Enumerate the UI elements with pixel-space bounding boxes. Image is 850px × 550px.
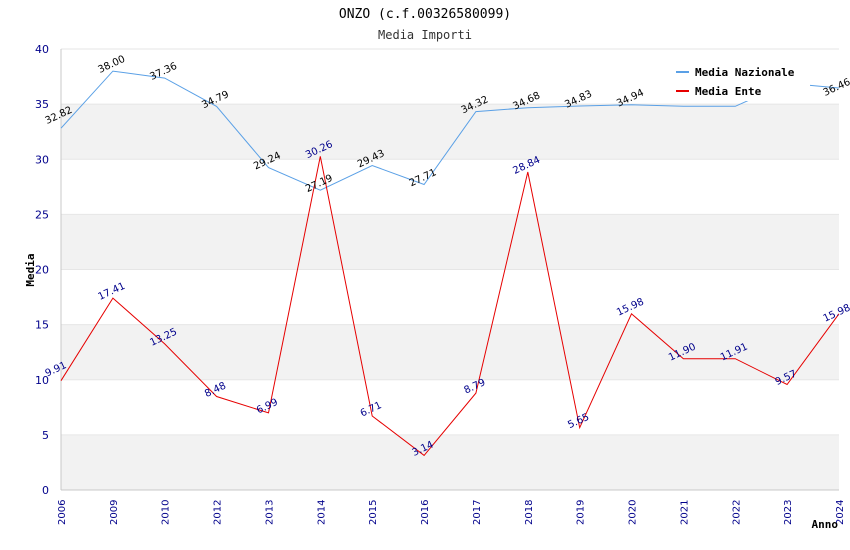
- chart-title: ONZO (c.f.00326580099): [339, 7, 511, 22]
- legend-box: [670, 59, 810, 101]
- x-tick-label: 2014: [316, 500, 327, 525]
- x-tick-label: 2024: [835, 500, 846, 525]
- data-label: 27.19: [304, 173, 335, 195]
- y-tick-label: 5: [42, 429, 49, 442]
- y-tick-label: 20: [35, 264, 49, 277]
- series-line-1: [60, 156, 840, 457]
- y-axis-label: Media: [24, 253, 37, 286]
- y-tick-label: 30: [35, 153, 49, 166]
- x-tick-label: 2006: [57, 500, 68, 525]
- axes: [60, 49, 839, 491]
- x-tick-label: 2017: [472, 500, 483, 525]
- legend-label-media-ente: Media Ente: [695, 85, 762, 98]
- x-tick-label: 2010: [161, 500, 172, 525]
- data-label: 15.98: [822, 303, 850, 325]
- x-tick-label: 2023: [783, 500, 794, 525]
- chart-subtitle: Media Importi: [378, 28, 472, 42]
- x-tick-label: 2019: [576, 500, 587, 525]
- y-tick-label: 10: [35, 374, 49, 387]
- data-label: 6.71: [359, 400, 384, 419]
- data-label: 5.65: [566, 412, 591, 431]
- data-label: 6.99: [255, 397, 280, 416]
- data-label: 36.46: [822, 77, 850, 99]
- x-tick-label: 2013: [264, 500, 275, 525]
- grid-band: [61, 214, 839, 270]
- grid-band: [61, 104, 839, 160]
- x-axis-label: Anno: [812, 518, 839, 531]
- y-tick-label: 15: [35, 319, 49, 332]
- data-label: 37.36: [148, 61, 179, 83]
- x-ticks: 2006 2009 2010 2012 2013 2014 2015 2016 2017 2018…: [57, 500, 846, 525]
- grid-band: [61, 434, 839, 490]
- x-tick-label: 2021: [679, 500, 690, 525]
- y-tick-label: 0: [42, 484, 49, 497]
- data-label: 27.71: [408, 167, 439, 189]
- x-tick-label: 2020: [628, 500, 639, 525]
- y-tick-label: 35: [35, 98, 49, 111]
- x-tick-label: 2015: [368, 500, 379, 525]
- legend: Media Nazionale Media Ente: [670, 59, 810, 101]
- x-tick-label: 2016: [420, 500, 431, 525]
- legend-label-media-nazionale: Media Nazionale: [695, 66, 795, 79]
- x-tick-label: 2018: [524, 500, 535, 525]
- x-tick-label: 2009: [109, 500, 120, 525]
- data-label: 8.48: [203, 381, 228, 400]
- y-tick-label: 25: [35, 208, 49, 221]
- y-ticks: 0 5 10 15 20 25 30 35 40: [35, 43, 49, 497]
- y-tick-label: 40: [35, 43, 49, 56]
- series-line-0: [60, 70, 840, 191]
- x-tick-label: 2012: [213, 500, 224, 525]
- series-lines: [60, 70, 840, 457]
- x-tick-label: 2022: [731, 500, 742, 525]
